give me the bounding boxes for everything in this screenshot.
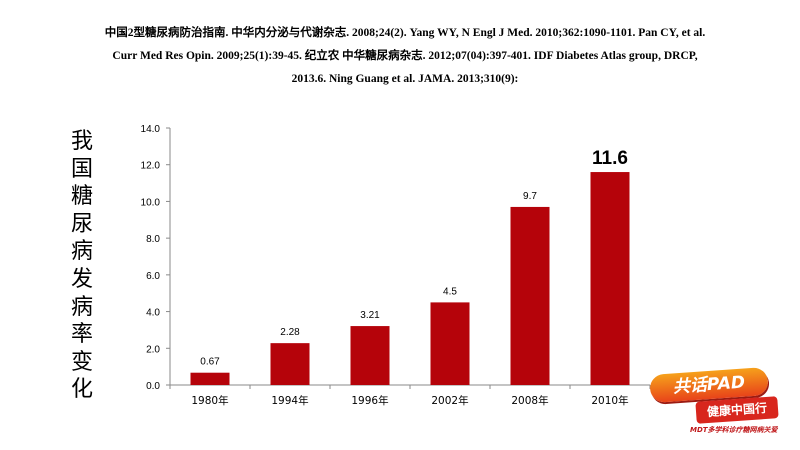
logo-sub-text: 健康中国行 [695, 396, 779, 424]
x-category-label: 1996年 [351, 394, 388, 407]
data-label: 2.28 [280, 327, 300, 338]
x-category-label: 2008年 [511, 394, 548, 407]
y-tick-label: 8.0 [146, 234, 160, 245]
y-tick-label: 2.0 [146, 344, 160, 355]
data-label: 0.67 [200, 357, 220, 368]
reference-line-3: 2013.6. Ning Guang et al. JAMA. 2013;310… [291, 73, 519, 85]
reference-line-2: Curr Med Res Opin. 2009;25(1):39-45. 纪立农… [112, 50, 698, 62]
y-tick-label: 0.0 [146, 381, 160, 392]
data-label: 3.21 [360, 310, 380, 321]
y-tick-label: 6.0 [146, 271, 160, 282]
event-logo: 共话PAD 健康中国行 MDT多学科诊疗糖网病关爱 [649, 365, 780, 437]
logo-foot-text: MDT多学科诊疗糖网病关爱 [690, 426, 778, 434]
x-category-label: 1994年 [271, 394, 308, 407]
bar [190, 372, 230, 385]
bar [590, 172, 630, 385]
y-tick-label: 4.0 [146, 308, 160, 319]
x-category-label: 1980年 [191, 394, 228, 407]
chart-side-title: 我国糖尿病发病率变化 [70, 129, 93, 403]
x-category-label: 2002年 [431, 394, 468, 407]
data-label: 9.7 [523, 191, 537, 202]
x-category-label: 2010年 [591, 394, 628, 407]
y-tick-label: 12.0 [141, 161, 161, 172]
references: 中国2型糖尿病防治指南. 中华内分泌与代谢杂志. 2008;24(2). Yan… [40, 22, 770, 91]
y-tick-label: 14.0 [141, 124, 161, 135]
bar [350, 326, 390, 385]
data-label: 11.6 [592, 148, 628, 169]
bar [270, 343, 310, 385]
bar [510, 206, 550, 385]
data-label: 4.5 [443, 286, 457, 297]
bar [430, 302, 470, 385]
y-tick-label: 10.0 [141, 197, 161, 208]
reference-line-1: 中国2型糖尿病防治指南. 中华内分泌与代谢杂志. 2008;24(2). Yan… [104, 27, 706, 39]
